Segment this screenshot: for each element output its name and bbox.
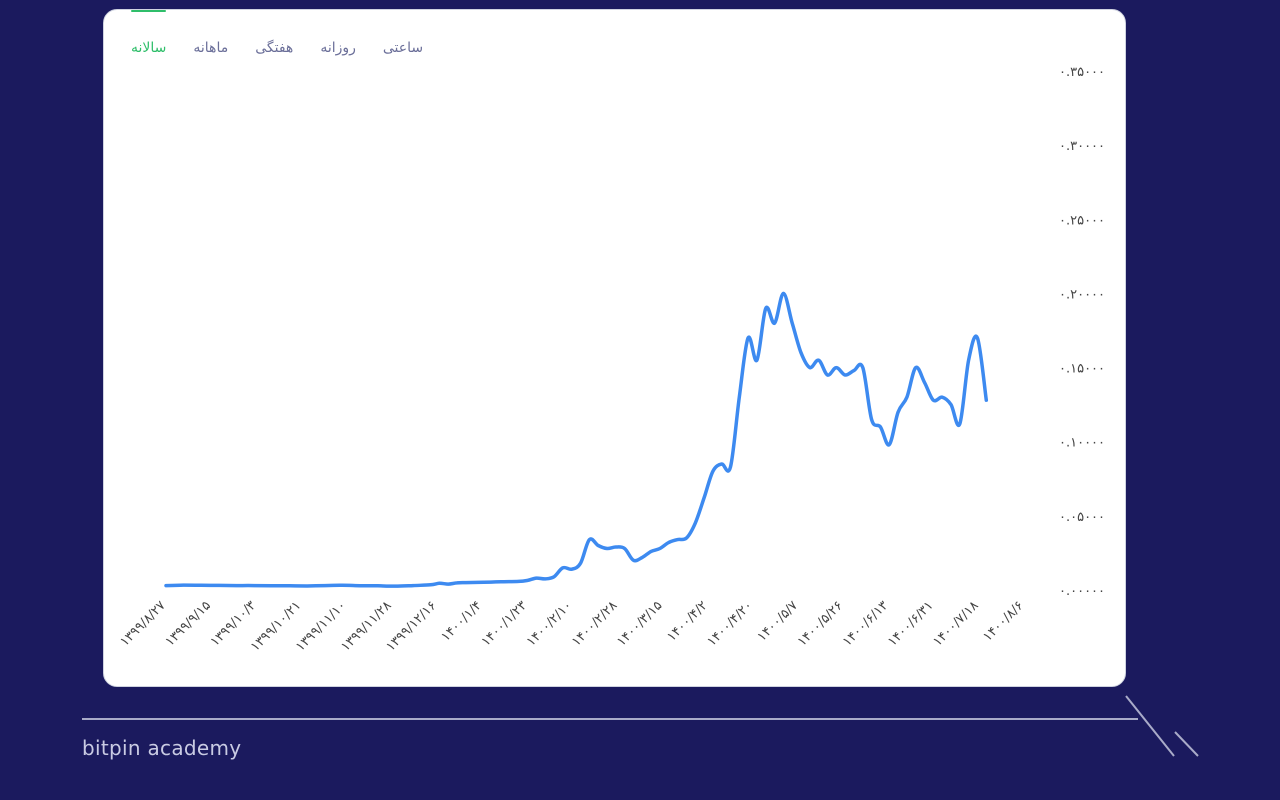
y-tick-label: ۰.۲۵۰۰۰ [1059, 213, 1105, 228]
x-tick-label: ۱۴۰۰/۶/۳۱ [885, 598, 936, 649]
y-axis: ۰.۰۰۰۰۰ ۰.۰۵۰۰۰ ۰.۱۰۰۰۰ ۰.۱۵۰۰۰ ۰.۲۰۰۰۰ ۰.۲۵۰… [1059, 65, 1105, 599]
x-tick-label: ۱۳۹۹/۸/۲۷ [117, 598, 168, 649]
x-tick-label: ۱۴۰۰/۵/۷ [755, 598, 801, 644]
x-tick-label: ۱۴۰۰/۶/۱۳ [840, 598, 891, 649]
tab-yearly[interactable]: سالانه [131, 10, 167, 56]
price-chart: ۰.۰۰۰۰۰ ۰.۰۵۰۰۰ ۰.۱۰۰۰۰ ۰.۱۵۰۰۰ ۰.۲۰۰۰۰ ۰.۲۵۰… [117, 65, 1105, 655]
tab-daily[interactable]: روزانه [320, 40, 356, 56]
decorative-slashes-icon [1125, 695, 1199, 757]
x-tick-label: ۱۴۰۰/۷/۱۸ [930, 598, 981, 649]
y-tick-label: ۰.۱۰۰۰۰ [1059, 436, 1105, 451]
y-tick-label: ۰.۳۵۰۰۰ [1059, 65, 1105, 80]
chart-card: سالانه ماهانه هفتگی روزانه ساعتی ۰.۰۰۰۰۰… [103, 9, 1126, 687]
x-tick-label: ۱۴۰۰/۱/۲۳ [479, 598, 530, 649]
x-tick-label: ۱۴۰۰/۴/۲۰ [705, 598, 756, 649]
price-line [164, 291, 989, 588]
tab-hourly[interactable]: ساعتی [382, 40, 424, 56]
x-axis: ۱۳۹۹/۸/۲۷۱۳۹۹/۹/۱۵۱۳۹۹/۱۰/۳۱۳۹۹/۱۰/۲۱۱۳۹… [117, 598, 1026, 654]
y-tick-label: ۰.۲۰۰۰۰ [1059, 287, 1105, 302]
x-tick-label: ۱۴۰۰/۸/۶ [980, 598, 1026, 644]
x-tick-label: ۱۴۰۰/۱/۴ [439, 598, 485, 644]
timeframe-tabs: سالانه ماهانه هفتگی روزانه ساعتی [131, 10, 450, 70]
x-tick-label: ۱۴۰۰/۴/۲ [664, 598, 710, 644]
y-tick-label: ۰.۰۰۰۰۰ [1059, 584, 1105, 599]
tab-monthly[interactable]: ماهانه [193, 40, 229, 56]
y-tick-label: ۰.۱۵۰۰۰ [1059, 362, 1105, 377]
y-tick-label: ۰.۳۰۰۰۰ [1059, 139, 1105, 154]
footer-divider [82, 718, 1138, 720]
tab-weekly[interactable]: هفتگی [255, 40, 294, 56]
x-tick-label: ۱۳۹۹/۹/۱۵ [163, 598, 214, 649]
y-tick-label: ۰.۰۵۰۰۰ [1059, 510, 1105, 525]
brand-label: bitpin academy [82, 736, 242, 760]
x-tick-label: ۱۴۰۰/۲/۱۰ [524, 598, 575, 649]
x-tick-label: ۱۴۰۰/۳/۱۵ [614, 598, 665, 649]
x-tick-label: ۱۴۰۰/۲/۲۸ [569, 598, 620, 649]
x-tick-label: ۱۴۰۰/۵/۲۶ [795, 598, 846, 649]
